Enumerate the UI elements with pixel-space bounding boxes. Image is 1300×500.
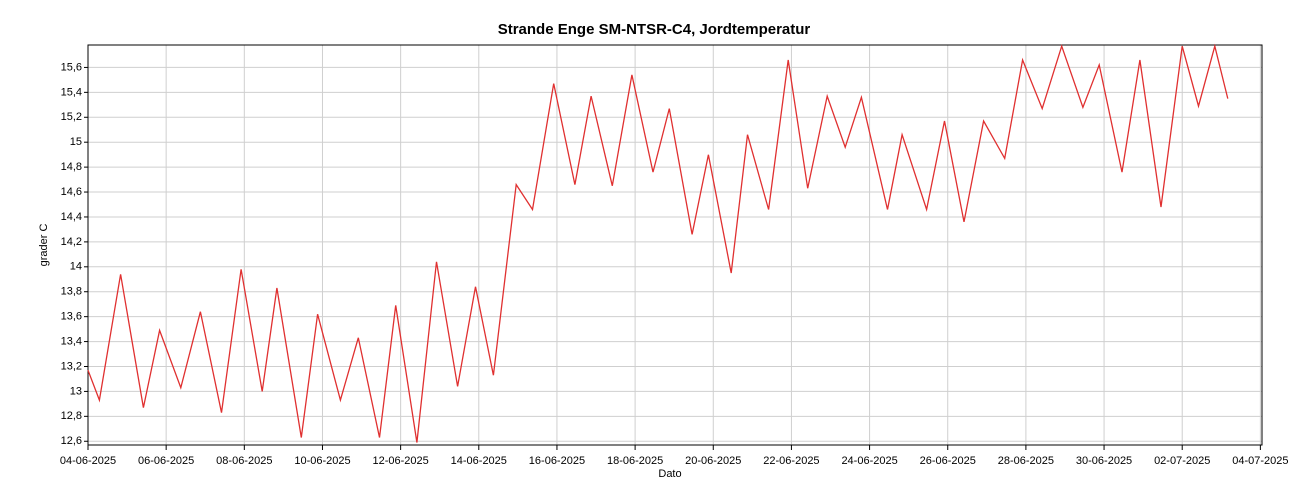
y-tick-label: 13 bbox=[70, 385, 82, 397]
y-tick-label: 14,4 bbox=[61, 211, 82, 223]
x-tick-label: 06-06-2025 bbox=[138, 455, 194, 467]
x-tick-label: 14-06-2025 bbox=[451, 455, 507, 467]
y-tick-label: 13,8 bbox=[61, 286, 82, 298]
x-tick-label: 04-06-2025 bbox=[60, 455, 116, 467]
y-tick-label: 15,2 bbox=[61, 111, 82, 123]
y-tick-label: 12,6 bbox=[61, 435, 82, 447]
x-tick-label: 10-06-2025 bbox=[294, 455, 350, 467]
x-axis-label: Dato bbox=[658, 468, 681, 480]
x-tick-label: 08-06-2025 bbox=[216, 455, 272, 467]
x-tick-label: 26-06-2025 bbox=[920, 455, 976, 467]
x-tick-label: 18-06-2025 bbox=[607, 455, 663, 467]
x-tick-label: 16-06-2025 bbox=[529, 455, 585, 467]
x-tick-label: 12-06-2025 bbox=[372, 455, 428, 467]
plot-frame bbox=[87, 44, 1263, 446]
x-tick-label: 02-07-2025 bbox=[1154, 455, 1210, 467]
x-tick-label: 24-06-2025 bbox=[841, 455, 897, 467]
y-tick-label: 13,6 bbox=[61, 311, 82, 323]
x-tick-label: 04-07-2025 bbox=[1232, 455, 1288, 467]
y-axis-label: grader C bbox=[38, 224, 50, 267]
x-tick-label: 22-06-2025 bbox=[763, 455, 819, 467]
y-tick-label: 14 bbox=[70, 261, 82, 273]
y-tick-label: 14,2 bbox=[61, 236, 82, 248]
data-line bbox=[87, 43, 1229, 443]
y-tick-label: 13,4 bbox=[61, 335, 82, 347]
y-tick-label: 14,6 bbox=[61, 186, 82, 198]
x-tick-label: 28-06-2025 bbox=[998, 455, 1054, 467]
y-tick-label: 14,8 bbox=[61, 161, 82, 173]
y-tick-label: 15,4 bbox=[61, 86, 82, 98]
x-tick-label: 30-06-2025 bbox=[1076, 455, 1132, 467]
chart-title: Strande Enge SM-NTSR-C4, Jordtemperatur bbox=[498, 21, 811, 38]
y-tick-label: 15 bbox=[70, 136, 82, 148]
y-tick-label: 12,8 bbox=[61, 410, 82, 422]
y-tick-label: 13,2 bbox=[61, 360, 82, 372]
y-tick-label: 15,6 bbox=[61, 61, 82, 73]
x-tick-label: 20-06-2025 bbox=[685, 455, 741, 467]
